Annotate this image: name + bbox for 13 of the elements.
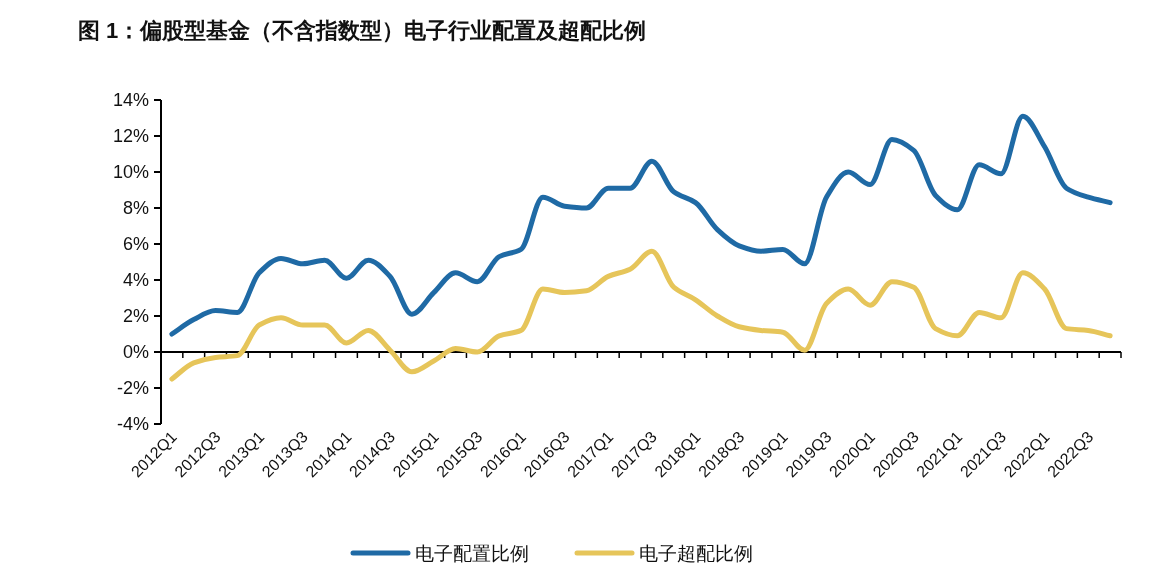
legend-label: 电子超配比例: [639, 543, 753, 564]
y-tick-label: 8%: [122, 198, 149, 218]
y-tick-label: 4%: [122, 270, 149, 290]
y-tick-label: -2%: [116, 378, 149, 398]
chart-title: 图 1：偏股型基金（不含指数型）电子行业配置及超配比例: [78, 18, 647, 43]
y-tick-label: 12%: [112, 126, 149, 146]
y-tick-label: 0%: [122, 342, 149, 362]
y-tick-label: 14%: [112, 90, 149, 110]
y-tick-label: 10%: [112, 162, 149, 182]
y-tick-label: 6%: [122, 234, 149, 254]
legend-label: 电子配置比例: [415, 543, 529, 564]
y-tick-label: 2%: [122, 306, 149, 326]
y-tick-label: -4%: [116, 414, 149, 434]
